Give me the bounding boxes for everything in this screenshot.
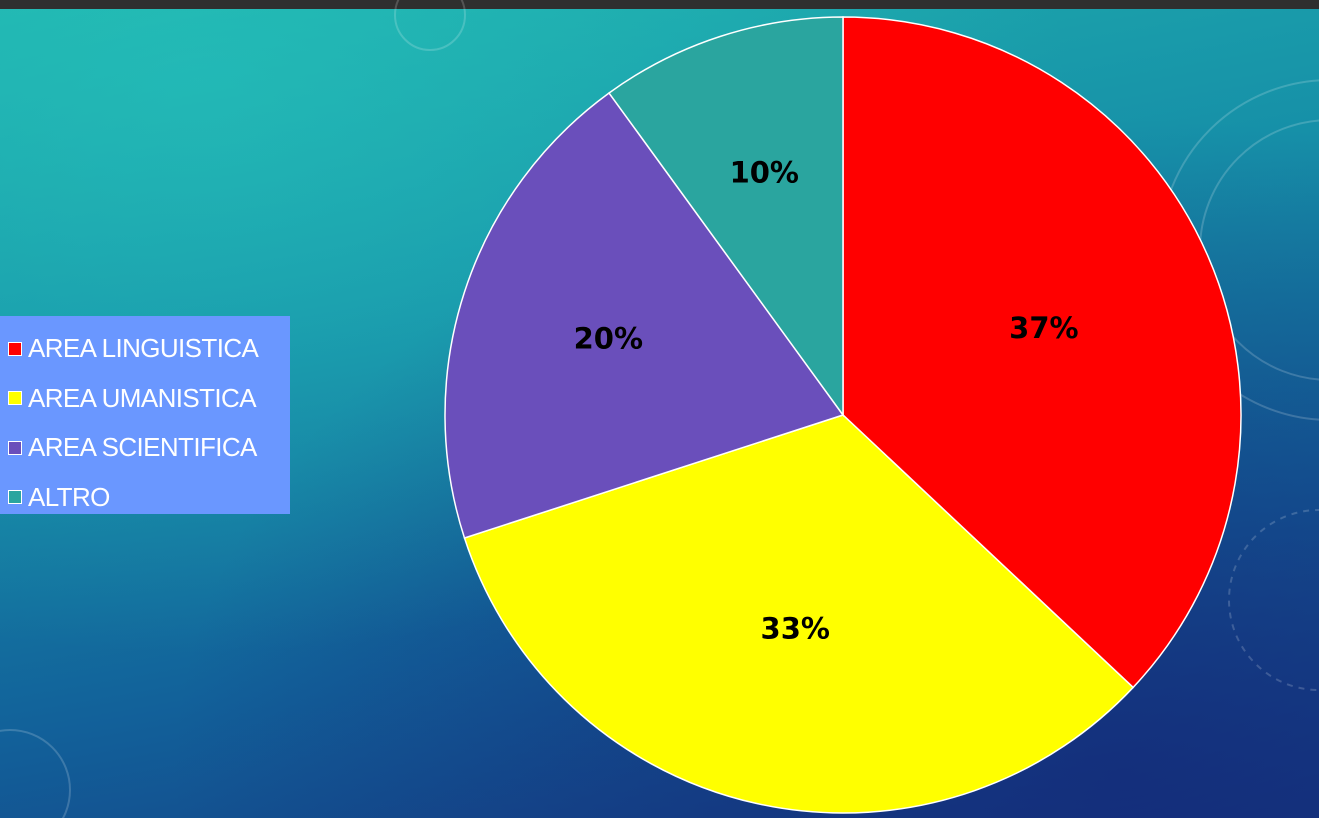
legend-swatch [8, 440, 22, 455]
data-label-altro: 10% [730, 156, 799, 190]
legend-swatch [8, 341, 22, 356]
pie-slice-area-linguistica [842, 16, 1242, 689]
legend-label: AREA LINGUISTICA [28, 333, 259, 364]
legend-label: AREA UMANISTICA [28, 382, 257, 413]
data-label-area-scientifica: 20% [574, 322, 643, 356]
pie-slice-altro [608, 16, 844, 418]
data-label-area-linguistica: 37% [1009, 311, 1078, 345]
deco-ring-top [394, 0, 466, 51]
legend-swatch [8, 490, 22, 505]
legend-item-area-scientifica: AREA SCIENTIFICA [0, 423, 290, 473]
legend-item-area-linguistica: AREA LINGUISTICA [0, 324, 290, 374]
legend-item-area-umanistica: AREA UMANISTICA [0, 374, 290, 424]
pie-slice-area-umanistica [463, 414, 1135, 814]
pie-slice-area-scientifica [444, 91, 845, 539]
legend-label: AREA SCIENTIFICA [28, 432, 257, 463]
chart-legend: AREA LINGUISTICA AREA UMANISTICA AREA SC… [0, 316, 290, 514]
deco-ring-bottom-left [0, 729, 71, 818]
legend-item-altro: ALTRO [0, 473, 290, 523]
top-window-strip [0, 0, 1319, 9]
legend-label: ALTRO [28, 481, 110, 512]
legend-swatch [8, 391, 22, 406]
data-label-area-umanistica: 33% [761, 612, 830, 646]
